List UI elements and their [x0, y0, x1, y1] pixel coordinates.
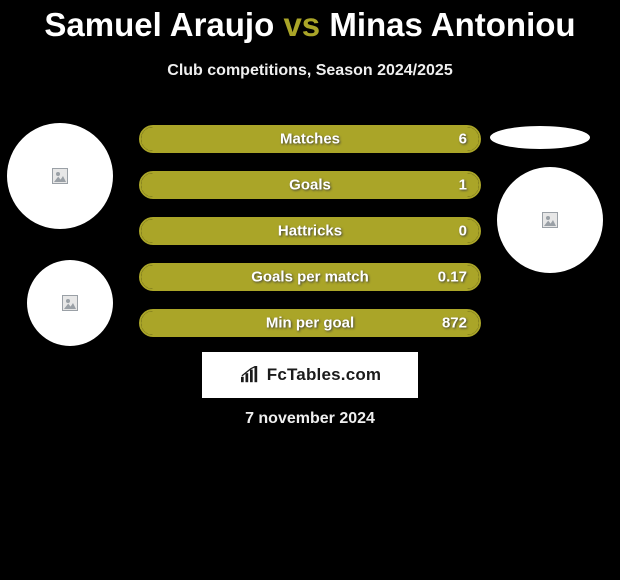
stat-row: Goals 1: [139, 171, 481, 199]
avatar-right_primary: [497, 167, 603, 273]
brand-box[interactable]: FcTables.com: [202, 352, 418, 398]
avatar-left_secondary: [27, 260, 113, 346]
stat-label: Hattricks: [278, 223, 342, 240]
stat-value: 6: [459, 131, 467, 148]
image-placeholder-icon: [52, 168, 68, 184]
vs-label: vs: [283, 6, 320, 43]
stat-value: 872: [442, 315, 467, 332]
stat-label: Min per goal: [266, 315, 354, 332]
player2-name: Minas Antoniou: [329, 6, 575, 43]
avatar-right_oval: [490, 126, 590, 149]
date-label: 7 november 2024: [0, 410, 620, 428]
avatar-left_primary: [7, 123, 113, 229]
subtitle: Club competitions, Season 2024/2025: [0, 62, 620, 80]
player1-name: Samuel Araujo: [44, 6, 274, 43]
stat-value: 0: [459, 223, 467, 240]
image-placeholder-icon: [542, 212, 558, 228]
stat-label: Matches: [280, 131, 340, 148]
comparison-title: Samuel Araujo vs Minas Antoniou: [0, 0, 620, 44]
image-placeholder-icon: [62, 295, 78, 311]
stat-label: Goals: [289, 177, 331, 194]
stat-value: 0.17: [438, 269, 467, 286]
stat-row: Hattricks 0: [139, 217, 481, 245]
stat-row: Matches 6: [139, 125, 481, 153]
brand-label: FcTables.com: [267, 365, 382, 385]
stat-value: 1: [459, 177, 467, 194]
stat-row: Goals per match 0.17: [139, 263, 481, 291]
barchart-icon: [239, 366, 261, 384]
stat-label: Goals per match: [251, 269, 369, 286]
stat-row: Min per goal 872: [139, 309, 481, 337]
